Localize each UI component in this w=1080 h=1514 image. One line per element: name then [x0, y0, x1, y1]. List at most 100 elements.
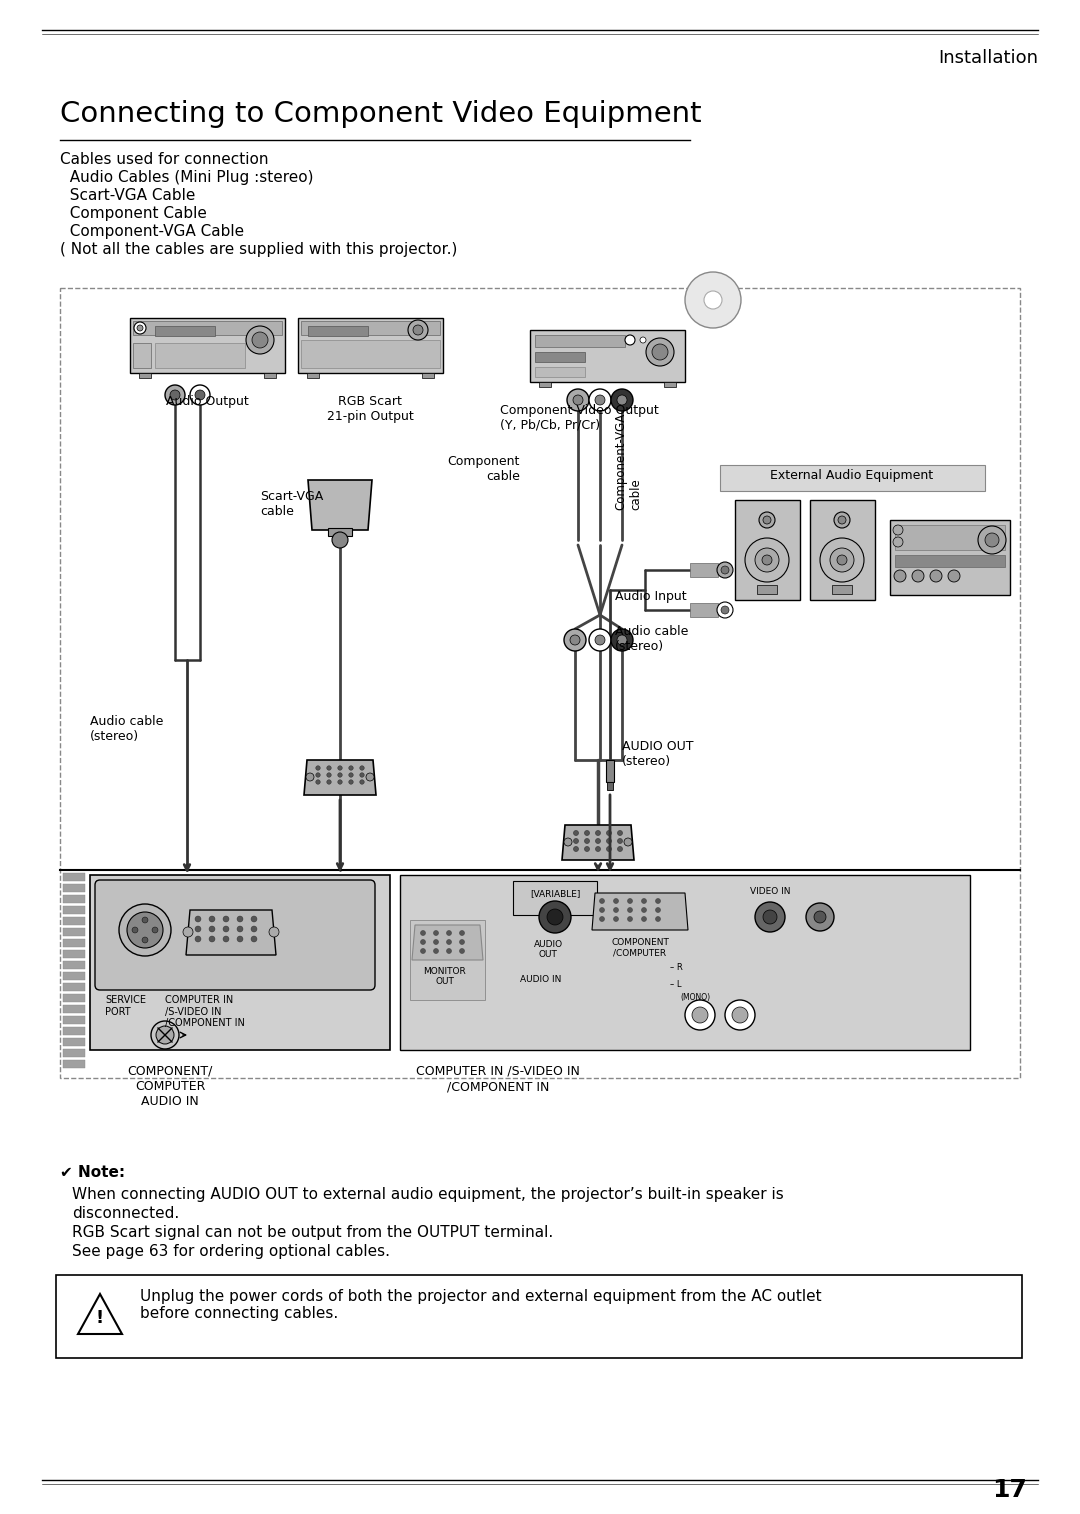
- Circle shape: [617, 395, 627, 406]
- Text: Audio Output: Audio Output: [165, 395, 248, 407]
- Bar: [308, 326, 368, 336]
- Bar: [63, 1005, 85, 1013]
- Circle shape: [151, 1020, 179, 1049]
- Circle shape: [237, 916, 243, 922]
- Bar: [895, 525, 1005, 550]
- Circle shape: [459, 931, 464, 936]
- Polygon shape: [592, 893, 688, 930]
- Circle shape: [360, 766, 364, 771]
- Bar: [410, 921, 485, 1001]
- Bar: [63, 1039, 85, 1046]
- Bar: [63, 1026, 85, 1036]
- Circle shape: [349, 780, 353, 784]
- Text: Installation: Installation: [939, 48, 1038, 67]
- Circle shape: [595, 839, 600, 843]
- Circle shape: [413, 326, 423, 335]
- Polygon shape: [303, 760, 376, 795]
- Text: RGB Scart
21-pin Output: RGB Scart 21-pin Output: [326, 395, 414, 422]
- Circle shape: [338, 766, 342, 771]
- Bar: [63, 939, 85, 946]
- Circle shape: [595, 831, 600, 836]
- Circle shape: [252, 332, 268, 348]
- Circle shape: [567, 389, 589, 410]
- Circle shape: [595, 634, 605, 645]
- Bar: [328, 528, 352, 536]
- Circle shape: [595, 395, 605, 406]
- Circle shape: [360, 772, 364, 777]
- Circle shape: [656, 916, 661, 922]
- Bar: [422, 372, 434, 378]
- Circle shape: [327, 780, 332, 784]
- Circle shape: [607, 839, 611, 843]
- Bar: [63, 961, 85, 969]
- Circle shape: [251, 916, 257, 922]
- Bar: [63, 905, 85, 914]
- Circle shape: [755, 548, 779, 572]
- Circle shape: [190, 385, 210, 406]
- Text: [VARIABLE]: [VARIABLE]: [530, 889, 580, 898]
- Circle shape: [721, 606, 729, 615]
- Bar: [133, 344, 151, 368]
- Circle shape: [725, 1001, 755, 1030]
- Text: SERVICE
PORT: SERVICE PORT: [105, 995, 146, 1016]
- Text: AUDIO OUT
(stereo): AUDIO OUT (stereo): [622, 740, 693, 768]
- Bar: [535, 366, 585, 377]
- Circle shape: [269, 927, 279, 937]
- Circle shape: [170, 391, 180, 400]
- Circle shape: [831, 548, 854, 572]
- Bar: [535, 335, 625, 347]
- Bar: [890, 519, 1010, 595]
- Bar: [133, 321, 282, 335]
- Text: When connecting AUDIO OUT to external audio equipment, the projector’s built-in : When connecting AUDIO OUT to external au…: [72, 1187, 784, 1202]
- Polygon shape: [78, 1294, 122, 1334]
- Bar: [63, 884, 85, 892]
- Text: Component
cable: Component cable: [447, 456, 519, 483]
- Circle shape: [820, 537, 864, 581]
- Bar: [607, 783, 613, 790]
- Circle shape: [806, 902, 834, 931]
- Circle shape: [618, 846, 622, 851]
- Circle shape: [132, 927, 138, 933]
- Circle shape: [584, 831, 590, 836]
- Text: See page 63 for ordering optional cables.: See page 63 for ordering optional cables…: [72, 1245, 390, 1260]
- Bar: [63, 995, 85, 1002]
- Circle shape: [599, 907, 605, 913]
- Circle shape: [446, 940, 451, 945]
- Circle shape: [141, 917, 148, 924]
- Text: 17: 17: [993, 1478, 1027, 1502]
- Circle shape: [246, 326, 274, 354]
- Circle shape: [589, 389, 611, 410]
- Circle shape: [446, 931, 451, 936]
- Text: Component Cable: Component Cable: [60, 206, 207, 221]
- Bar: [832, 584, 852, 593]
- Circle shape: [613, 916, 619, 922]
- Circle shape: [948, 569, 960, 581]
- Circle shape: [210, 916, 215, 922]
- Circle shape: [446, 948, 451, 954]
- Bar: [720, 465, 985, 491]
- Circle shape: [573, 846, 579, 851]
- Bar: [63, 1060, 85, 1067]
- Text: Scart-VGA Cable: Scart-VGA Cable: [60, 188, 195, 203]
- Circle shape: [564, 839, 572, 846]
- Circle shape: [717, 562, 733, 578]
- Bar: [156, 344, 245, 368]
- Circle shape: [222, 927, 229, 933]
- Bar: [539, 382, 551, 388]
- Circle shape: [564, 628, 586, 651]
- Circle shape: [195, 916, 201, 922]
- Text: Audio Cables (Mini Plug :stereo): Audio Cables (Mini Plug :stereo): [60, 170, 313, 185]
- Circle shape: [762, 910, 777, 924]
- Circle shape: [613, 898, 619, 904]
- Circle shape: [640, 338, 646, 344]
- Circle shape: [834, 512, 850, 528]
- Circle shape: [692, 1007, 708, 1023]
- Bar: [535, 351, 585, 362]
- Circle shape: [717, 603, 733, 618]
- Circle shape: [584, 839, 590, 843]
- Circle shape: [599, 916, 605, 922]
- Circle shape: [332, 531, 348, 548]
- Circle shape: [183, 927, 193, 937]
- Circle shape: [894, 569, 906, 581]
- Bar: [63, 917, 85, 925]
